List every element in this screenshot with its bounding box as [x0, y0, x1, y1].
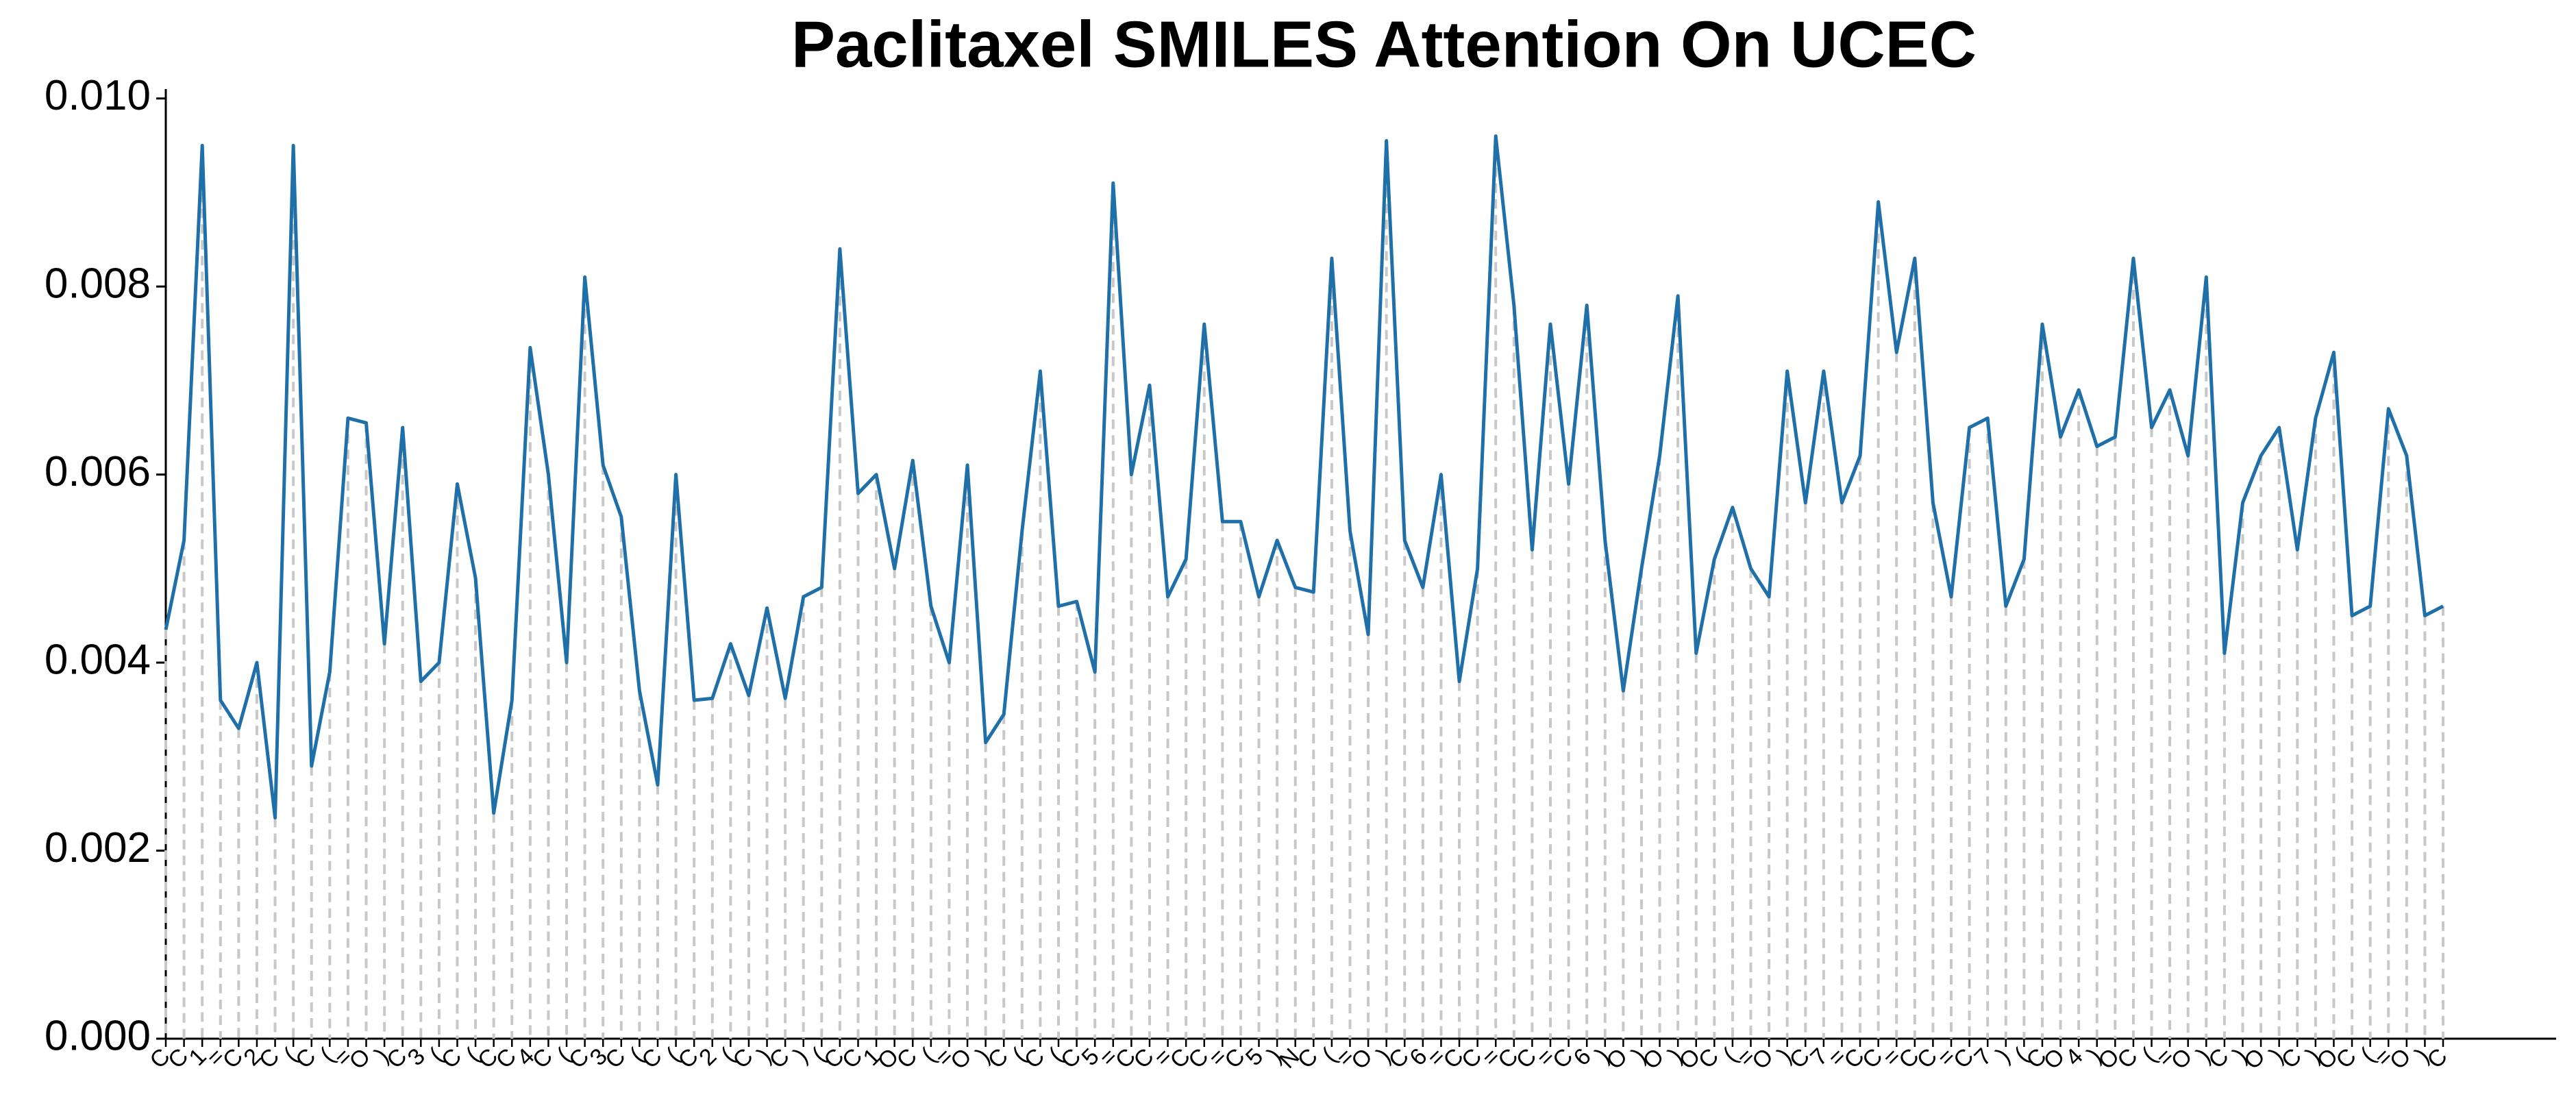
y-tick-label: 0.008 — [45, 260, 151, 308]
y-tick-label: 0.002 — [45, 824, 151, 872]
y-tick-label: 0.010 — [45, 72, 151, 119]
x-tick-label: C — [2422, 1043, 2452, 1074]
y-tick-label: 0.006 — [45, 448, 151, 495]
y-tick-label: 0.000 — [45, 1012, 151, 1059]
series-line — [164, 134, 2444, 820]
y-tick-label: 0.004 — [45, 636, 151, 683]
chart-title: Paclitaxel SMILES Attention On UCEC — [791, 8, 1977, 81]
